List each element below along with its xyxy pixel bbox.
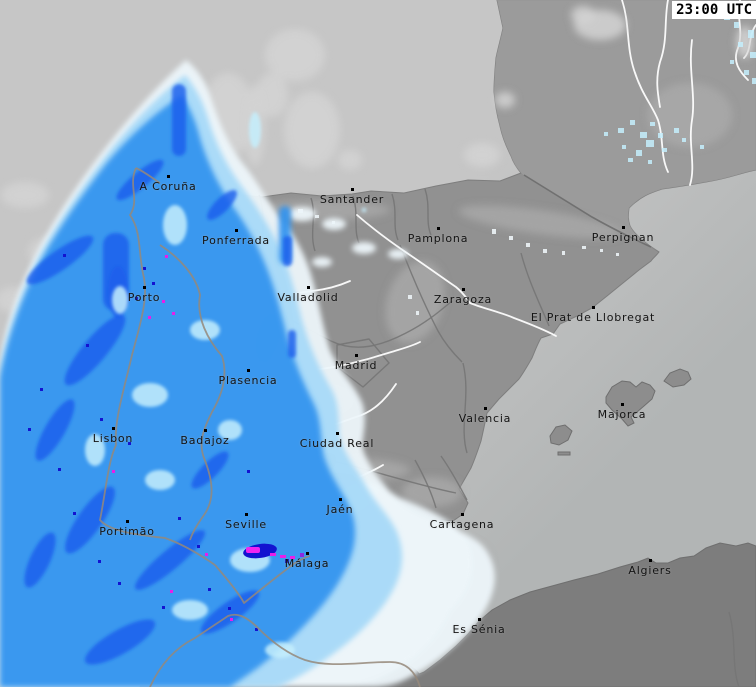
france-shower-specks: [604, 12, 756, 164]
rain-heavy-streaks: [24, 84, 296, 665]
city-dot-valencia: [484, 407, 487, 410]
menorca-island: [663, 368, 692, 388]
city-dot-pamplona: [437, 227, 440, 230]
malaga-severe-cell: [243, 543, 304, 563]
city-label-majorca: Majorca: [597, 408, 647, 421]
city-dot-cartagena: [461, 513, 464, 516]
city-label-es-senia: Es Sénia: [452, 623, 506, 636]
city-label-ponferrada: Ponferrada: [202, 234, 270, 247]
city-dot-majorca: [621, 403, 624, 406]
coastline-over-rain: [99, 167, 421, 687]
city-label-el-prat-de-llobregat: El Prat de Llobregat: [530, 311, 656, 324]
city-dot-malaga: [306, 552, 309, 555]
city-label-pamplona: Pamplona: [407, 232, 469, 245]
timestamp-badge: 23:00 UTC: [672, 1, 756, 19]
city-dot-perpignan: [622, 226, 625, 229]
city-dot-santander: [351, 188, 354, 191]
city-label-zaragoza: Zaragoza: [433, 293, 493, 306]
city-label-a-coruna: A Coruña: [139, 180, 197, 193]
city-label-plasencia: Plasencia: [218, 374, 278, 387]
majorca-island: [605, 380, 656, 427]
city-label-santander: Santander: [319, 193, 385, 206]
city-label-portimao: Portimão: [99, 525, 155, 538]
city-label-jaen: Jaén: [326, 503, 354, 516]
city-label-porto: Porto: [127, 291, 161, 304]
city-dot-ponferrada: [235, 229, 238, 232]
rain-cyan-patches: [85, 112, 366, 658]
city-dot-algiers: [649, 559, 652, 562]
city-dot-es-senia: [478, 618, 481, 621]
city-dot-seville: [245, 513, 248, 516]
intense-specks: [28, 254, 258, 631]
city-label-badajoz: Badajoz: [180, 434, 230, 447]
city-dot-madrid: [355, 354, 358, 357]
city-dot-a-coruna: [167, 175, 170, 178]
city-dot-porto: [143, 286, 146, 289]
city-label-valladolid: Valladolid: [277, 291, 339, 304]
city-label-ciudad-real: Ciudad Real: [299, 437, 375, 450]
city-label-perpignan: Perpignan: [591, 231, 655, 244]
city-dot-portimao: [126, 520, 129, 523]
city-label-madrid: Madrid: [334, 359, 378, 372]
city-label-valencia: Valencia: [458, 412, 512, 425]
city-dot-el-prat-de-llobregat: [592, 306, 595, 309]
ibiza-island: [549, 424, 573, 446]
city-label-cartagena: Cartagena: [429, 518, 495, 531]
city-label-malaga: Málaga: [284, 557, 330, 570]
city-dot-badajoz: [204, 429, 207, 432]
city-label-algiers: Algiers: [628, 564, 672, 577]
city-label-lisbon: Lisbon: [92, 432, 134, 445]
city-dot-zaragoza: [462, 288, 465, 291]
formentera-island: [557, 451, 571, 456]
city-dot-lisbon: [112, 427, 115, 430]
city-dot-jaen: [339, 498, 342, 501]
city-dot-ciudad-real: [336, 432, 339, 435]
city-dot-plasencia: [247, 369, 250, 372]
city-label-seville: Seville: [225, 518, 267, 531]
city-dot-valladolid: [307, 286, 310, 289]
